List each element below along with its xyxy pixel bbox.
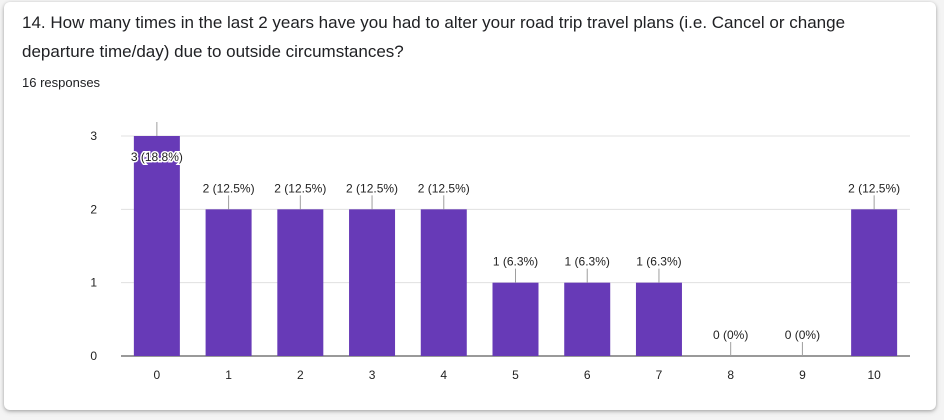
data-label: 1 (6.3%): [636, 255, 681, 269]
y-tick-label: 2: [90, 202, 97, 216]
data-label: 1 (6.3%): [565, 255, 610, 269]
response-count: 16 responses: [22, 75, 101, 90]
response-summary-card: 14. How many times in the last 2 years h…: [4, 2, 936, 410]
bar-1: [205, 209, 252, 356]
x-tick-label: 2: [297, 368, 304, 382]
bar-7: [635, 282, 682, 356]
data-label: 0 (0%): [785, 328, 820, 342]
x-tick-label: 8: [727, 368, 734, 382]
data-label: 2 (12.5%): [346, 181, 398, 195]
data-label: 1 (6.3%): [493, 255, 538, 269]
x-tick-label: 3: [369, 368, 376, 382]
data-label: 2 (12.5%): [418, 181, 470, 195]
x-tick-label: 7: [656, 368, 663, 382]
y-tick-label: 3: [90, 129, 97, 143]
x-tick-label: 10: [867, 368, 881, 382]
y-tick-label: 0: [90, 349, 97, 363]
bar-10: [851, 209, 898, 356]
data-label: 2 (12.5%): [274, 181, 326, 195]
y-tick-label: 1: [90, 276, 97, 290]
bar-4: [420, 209, 467, 356]
bar-3: [349, 209, 396, 356]
data-label: 3 (18.8%): [131, 150, 183, 164]
bar-chart: 0 1 2 3 3 (18.8%) 0 2 (12.5%) 1 2 (12.5%) 2 2 (12.…: [90, 122, 910, 382]
data-label: 2 (12.5%): [848, 181, 900, 195]
bar-5: [492, 282, 539, 356]
x-tick-label: 4: [440, 368, 447, 382]
x-tick-label: 1: [225, 368, 232, 382]
question-title: 14. How many times in the last 2 years h…: [22, 13, 846, 61]
data-label: 2 (12.5%): [203, 181, 255, 195]
x-tick-label: 9: [799, 368, 806, 382]
bar-2: [277, 209, 324, 356]
x-tick-label: 5: [512, 368, 519, 382]
x-tick-label: 0: [154, 368, 161, 382]
bar-0: [133, 136, 180, 356]
bar-6: [564, 282, 611, 356]
data-label: 0 (0%): [713, 328, 748, 342]
x-tick-label: 6: [584, 368, 591, 382]
